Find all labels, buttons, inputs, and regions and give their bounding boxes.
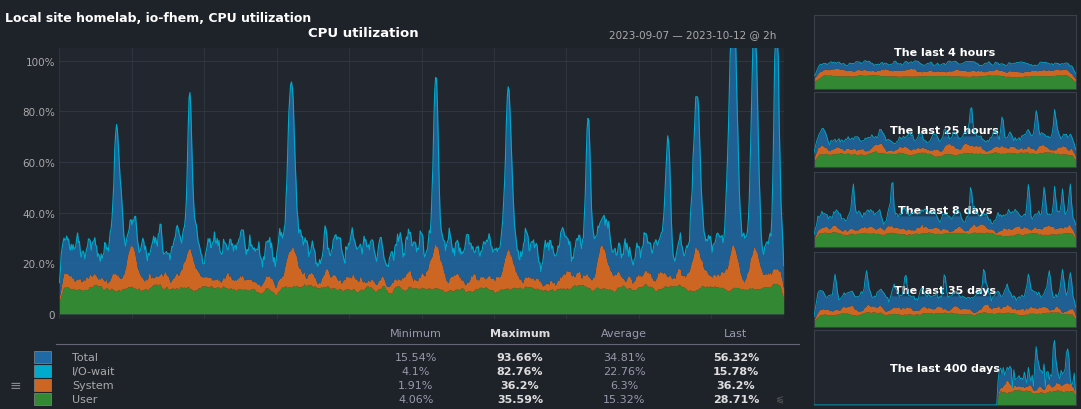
- Text: The last 25 hours: The last 25 hours: [891, 126, 999, 135]
- Text: 34.81%: 34.81%: [603, 353, 645, 362]
- Text: 2023-09-07 — 2023-10-12 @ 2h: 2023-09-07 — 2023-10-12 @ 2h: [609, 30, 776, 40]
- Text: The last 35 days: The last 35 days: [894, 285, 996, 295]
- Text: 4.1%: 4.1%: [402, 366, 430, 376]
- Bar: [34, 351, 51, 364]
- Text: 36.2%: 36.2%: [501, 380, 539, 390]
- Text: Last: Last: [724, 328, 748, 338]
- Bar: [34, 393, 51, 405]
- Text: CPU utilization: CPU utilization: [308, 27, 419, 40]
- Bar: [34, 379, 51, 391]
- Text: 35.59%: 35.59%: [497, 394, 543, 404]
- Text: 22.76%: 22.76%: [602, 366, 645, 376]
- Text: 56.32%: 56.32%: [712, 353, 759, 362]
- Text: I/O-wait: I/O-wait: [72, 366, 116, 376]
- Text: ⫹: ⫹: [776, 394, 784, 404]
- Text: 4.06%: 4.06%: [398, 394, 433, 404]
- Text: Average: Average: [601, 328, 646, 338]
- Text: 15.54%: 15.54%: [395, 353, 437, 362]
- Text: 6.3%: 6.3%: [610, 380, 638, 390]
- Text: Local site homelab, io-fhem, CPU utilization: Local site homelab, io-fhem, CPU utiliza…: [5, 12, 311, 25]
- Text: 15.78%: 15.78%: [712, 366, 759, 376]
- Text: System: System: [72, 380, 114, 390]
- Text: Total: Total: [72, 353, 98, 362]
- Text: ≡: ≡: [10, 378, 22, 392]
- Text: The last 4 hours: The last 4 hours: [894, 48, 996, 58]
- Text: 93.66%: 93.66%: [496, 353, 544, 362]
- Bar: [34, 365, 51, 377]
- Text: 82.76%: 82.76%: [496, 366, 544, 376]
- Text: 28.71%: 28.71%: [712, 394, 759, 404]
- Text: The last 8 days: The last 8 days: [897, 205, 992, 215]
- Text: Maximum: Maximum: [490, 328, 550, 338]
- Text: User: User: [72, 394, 97, 404]
- Text: 15.32%: 15.32%: [603, 394, 645, 404]
- Text: Minimum: Minimum: [390, 328, 442, 338]
- Text: 36.2%: 36.2%: [717, 380, 756, 390]
- Text: The last 400 days: The last 400 days: [890, 363, 1000, 373]
- Text: 1.91%: 1.91%: [398, 380, 433, 390]
